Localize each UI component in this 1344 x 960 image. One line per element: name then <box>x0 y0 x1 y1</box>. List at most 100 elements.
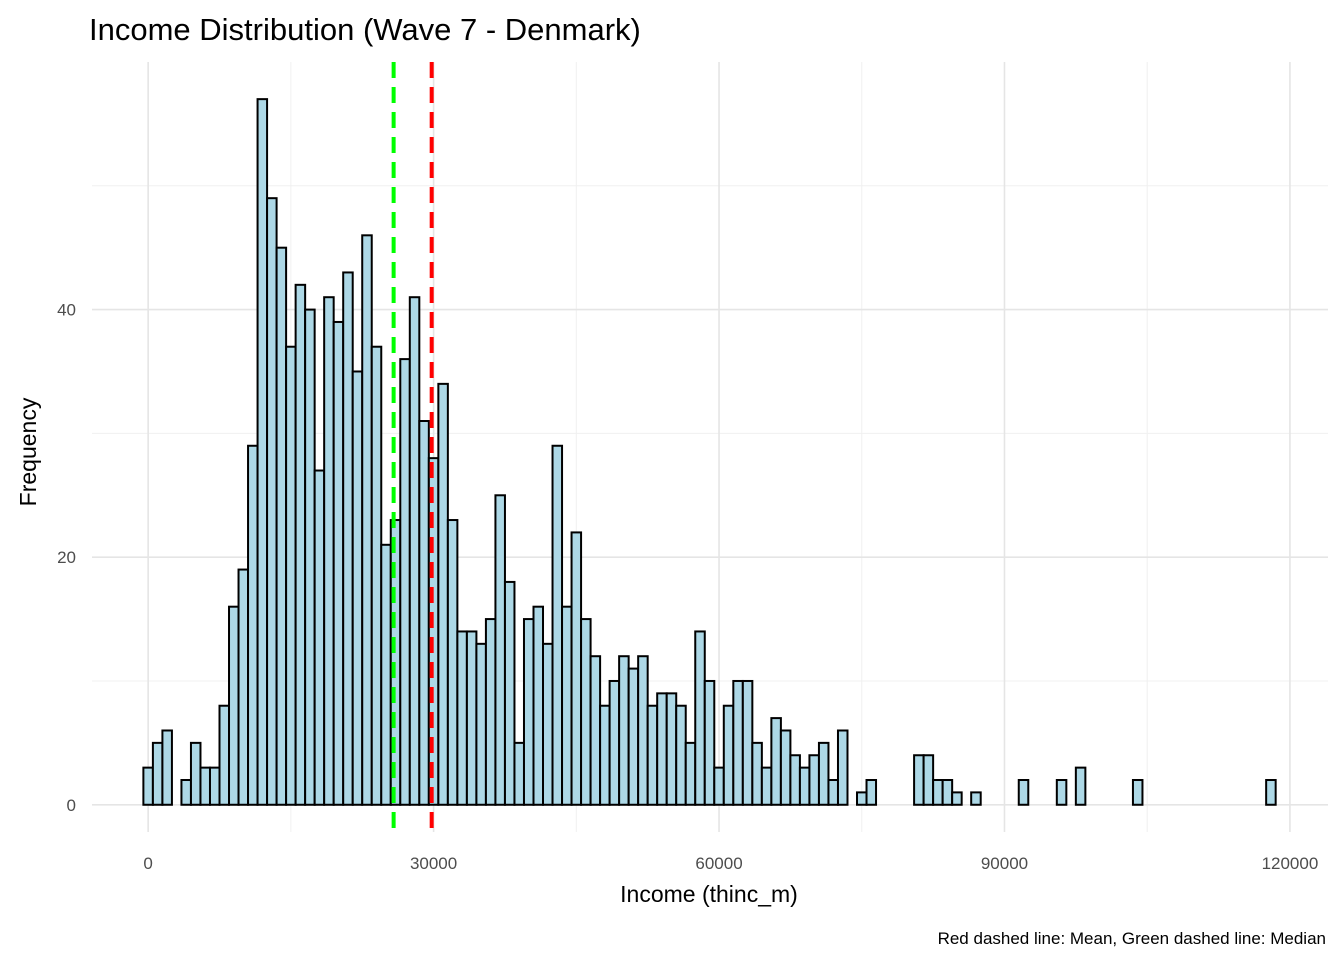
histogram-bars <box>142 98 1277 806</box>
y-axis-ticks: 0 20 40 <box>57 301 76 815</box>
x-axis-title: Income (thinc_m) <box>620 881 798 907</box>
histogram-bar <box>323 296 335 806</box>
histogram-bar <box>599 704 611 806</box>
histogram-bar <box>732 679 744 806</box>
histogram-bar <box>247 444 259 806</box>
histogram-bar <box>332 320 345 806</box>
histogram-bar <box>827 779 839 806</box>
histogram-bar <box>199 766 211 806</box>
histogram-bar <box>294 283 307 806</box>
histogram-bar <box>1055 779 1068 806</box>
histogram-bar <box>208 766 221 806</box>
histogram-bar <box>342 271 354 806</box>
x-tick-label: 30000 <box>410 854 457 873</box>
histogram-bar <box>1131 779 1144 806</box>
histogram-bar <box>189 741 202 806</box>
histogram-bar <box>237 568 250 806</box>
histogram-bar <box>703 679 716 806</box>
histogram-bar <box>913 754 925 806</box>
histogram-bar <box>380 543 392 806</box>
histogram-bar <box>798 766 811 806</box>
histogram-bar <box>1265 779 1277 806</box>
histogram-bar <box>970 791 982 806</box>
x-axis-ticks: 0 30000 60000 90000 120000 <box>143 854 1318 873</box>
histogram-bar <box>151 741 164 806</box>
histogram-bar <box>228 605 240 806</box>
x-tick-label: 60000 <box>695 854 742 873</box>
histogram-bar <box>551 444 564 806</box>
histogram-bar <box>561 605 573 806</box>
histogram-bar <box>618 655 630 806</box>
histogram-bar <box>589 655 602 806</box>
x-tick-label: 90000 <box>981 854 1028 873</box>
histogram-bar <box>161 729 173 806</box>
histogram-bar <box>494 494 506 806</box>
histogram-bar <box>218 704 231 806</box>
histogram-bar <box>722 704 735 806</box>
histogram-bar <box>465 630 478 806</box>
histogram-bar <box>570 531 583 806</box>
histogram-bar <box>351 370 364 806</box>
histogram-bar <box>675 704 687 806</box>
chart-title: Income Distribution (Wave 7 - Denmark) <box>89 12 641 47</box>
histogram-bar <box>627 667 640 806</box>
histogram-bar <box>608 679 621 806</box>
y-tick-label: 40 <box>57 301 76 320</box>
histogram-bar <box>932 779 944 806</box>
histogram-bar <box>503 580 516 806</box>
histogram-bar <box>941 779 954 806</box>
histogram-bar <box>922 754 935 806</box>
histogram-bar <box>770 717 782 806</box>
chart-caption: Red dashed line: Mean, Green dashed line… <box>938 929 1326 948</box>
histogram-bar <box>399 358 411 806</box>
histogram-bar <box>142 766 154 806</box>
histogram-bar <box>180 779 192 806</box>
histogram-bar <box>446 519 459 806</box>
histogram-bar <box>665 692 678 806</box>
histogram-bar <box>741 679 754 806</box>
x-tick-label: 120000 <box>1262 854 1319 873</box>
histogram-bar <box>408 296 421 806</box>
histogram-bar <box>760 766 773 806</box>
histogram-bar <box>951 791 963 806</box>
histogram-bar <box>856 791 868 806</box>
histogram-bar <box>713 766 725 806</box>
histogram-bar <box>779 729 792 806</box>
histogram-bar <box>522 618 535 806</box>
histogram-bar <box>817 741 830 806</box>
x-tick-label: 0 <box>143 854 152 873</box>
histogram-bar <box>694 630 706 806</box>
y-tick-label: 20 <box>57 548 76 567</box>
reference-lines <box>391 62 434 832</box>
histogram-bar <box>580 618 592 806</box>
histogram-bar <box>475 642 487 806</box>
histogram-bar <box>484 618 497 806</box>
histogram-bar <box>1074 766 1087 806</box>
histogram-bar <box>751 741 763 806</box>
histogram-bar <box>256 98 269 806</box>
histogram-bar <box>808 754 820 806</box>
histogram-bar <box>836 729 849 806</box>
histogram-bar <box>1017 779 1030 806</box>
histogram-bar <box>865 779 878 806</box>
histogram-bar <box>275 246 288 806</box>
histogram-bar <box>646 704 659 806</box>
histogram-bar <box>361 234 373 806</box>
histogram-bar <box>456 630 468 806</box>
histogram-bar <box>313 469 326 806</box>
histogram-bar <box>513 741 525 806</box>
y-tick-label: 0 <box>67 796 76 815</box>
histogram-bar <box>418 420 430 806</box>
histogram-bar <box>285 345 297 806</box>
histogram-bar <box>304 308 316 806</box>
histogram-bar <box>437 382 449 806</box>
histogram-bar <box>684 741 697 806</box>
histogram-bar <box>370 345 383 806</box>
histogram-bar <box>637 655 649 806</box>
histogram-bar <box>266 197 278 806</box>
histogram-bar <box>532 605 545 806</box>
histogram-bar <box>542 642 554 806</box>
histogram-bar <box>789 754 801 806</box>
histogram-bar <box>656 692 668 806</box>
